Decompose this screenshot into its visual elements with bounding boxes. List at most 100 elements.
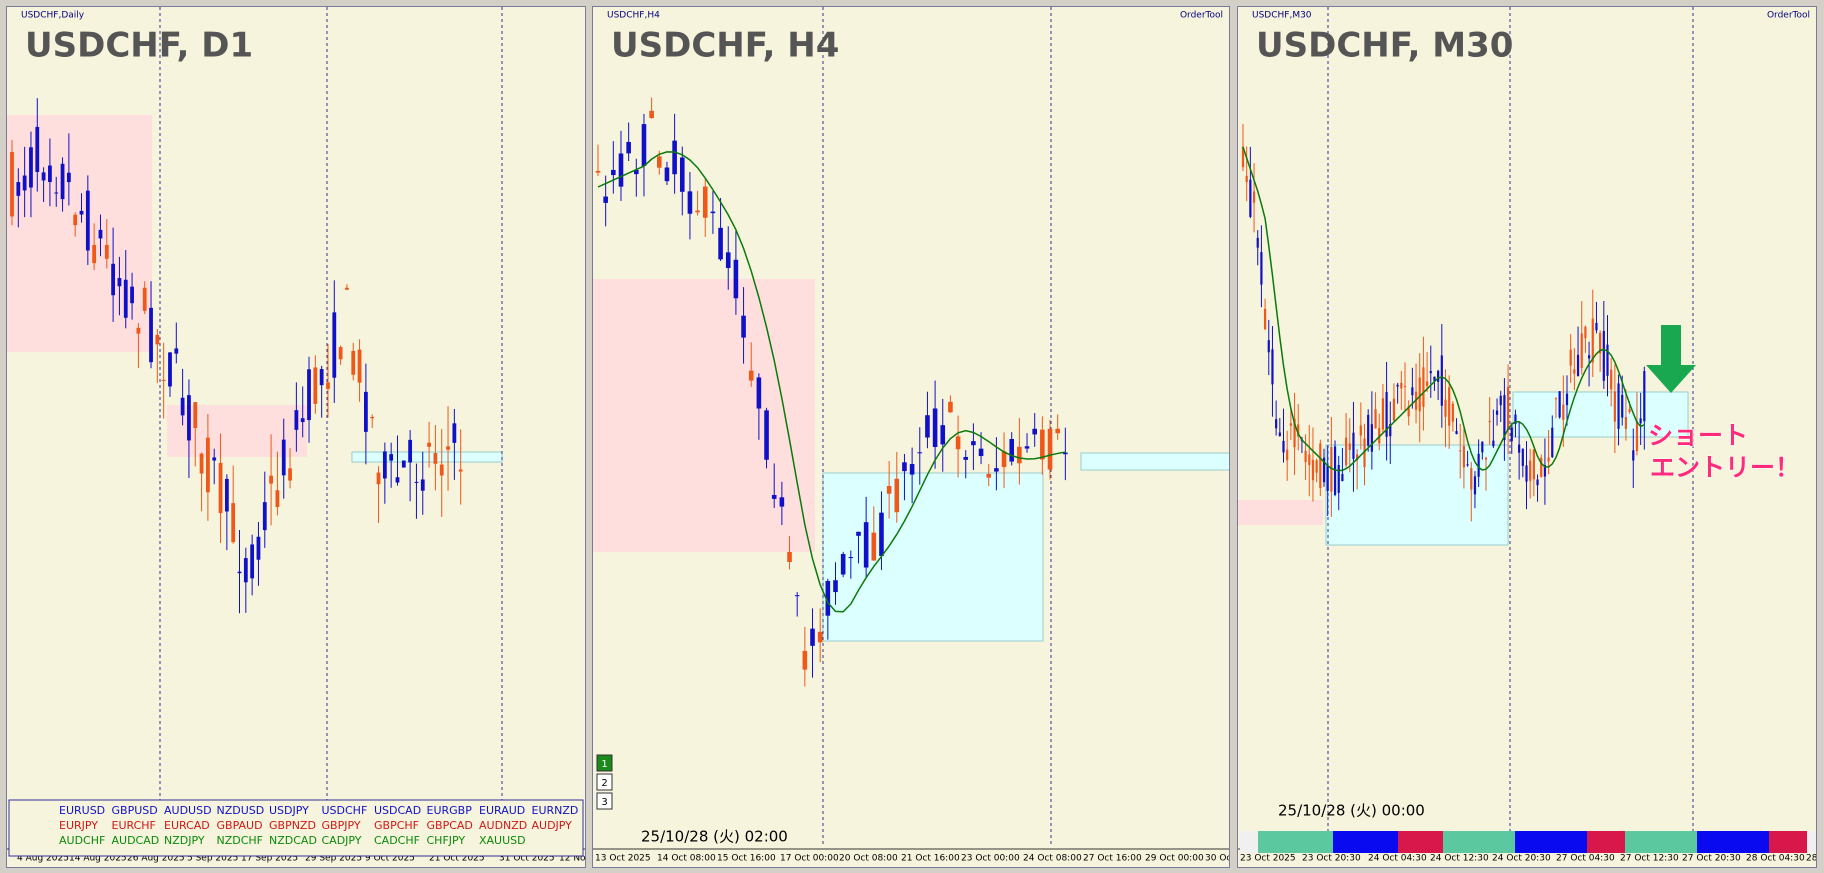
session-bar: [1258, 831, 1333, 853]
candle-body: [618, 153, 624, 187]
candle-body: [955, 436, 961, 450]
symbol-button[interactable]: NZDCAD: [269, 834, 317, 847]
symbol-button[interactable]: GBPCAD: [427, 819, 473, 832]
symbol-button[interactable]: CADCHF: [374, 834, 420, 847]
candle-body: [85, 190, 90, 251]
symbol-button[interactable]: NZDUSD: [217, 804, 265, 817]
symbol-button[interactable]: EURNZD: [532, 804, 579, 817]
candle-body: [1407, 406, 1410, 417]
timeframe-button[interactable]: [596, 773, 613, 791]
symbol-button[interactable]: NZDCHF: [217, 834, 264, 847]
candle-body: [1488, 420, 1491, 423]
candle-body: [29, 147, 33, 188]
symbol-button[interactable]: GBPJPY: [322, 819, 361, 832]
symbol-button[interactable]: CADJPY: [322, 834, 362, 847]
candle-body: [649, 110, 654, 118]
candle-body: [641, 124, 647, 166]
x-axis-label: 4 Aug 2025: [17, 854, 69, 864]
candle-body: [382, 451, 387, 479]
candle-body: [1275, 419, 1278, 429]
symbol-button[interactable]: CHFJPY: [427, 834, 466, 847]
symbol-button[interactable]: NZDJPY: [164, 834, 205, 847]
symbol-button[interactable]: AUDCHF: [59, 834, 105, 847]
symbol-button[interactable]: AUDJPY: [532, 819, 573, 832]
candle-body: [452, 423, 457, 443]
timeframe-button-label[interactable]: 3: [601, 797, 607, 808]
candle-body: [1514, 414, 1517, 424]
candle-body: [1370, 424, 1373, 452]
chart-symbol-title: USDCHF, H4: [611, 26, 839, 66]
candle-body: [1518, 444, 1521, 453]
timeframe-button[interactable]: [596, 754, 613, 772]
symbol-button[interactable]: GBPCHF: [374, 819, 419, 832]
candle-body: [1418, 377, 1421, 412]
candle-body: [363, 391, 368, 432]
candle-body: [73, 214, 78, 226]
symbol-button[interactable]: USDCHF: [322, 804, 368, 817]
symbol-button[interactable]: USDCAD: [374, 804, 421, 817]
candle-body: [1411, 387, 1414, 396]
candle-body: [243, 558, 248, 583]
moving-average: [597, 151, 1066, 613]
symbol-button[interactable]: USDJPY: [269, 804, 309, 817]
chart-symbol-title: USDCHF, D1: [25, 26, 253, 66]
candle-body: [1536, 479, 1539, 486]
symbol-button[interactable]: EURAUD: [479, 804, 525, 817]
x-axis-label: 17 Sep 2025: [241, 854, 298, 864]
symbol-button[interactable]: AUDUSD: [164, 804, 212, 817]
symbol-button[interactable]: GBPNZD: [269, 819, 316, 832]
candle-body: [1492, 440, 1495, 447]
x-axis-label: 14 Oct 08:00: [657, 854, 716, 864]
x-axis-label: 30 Oct: [1205, 854, 1230, 864]
candle-body: [994, 468, 999, 472]
symbol-button[interactable]: GBPAUD: [217, 819, 263, 832]
symbol-button[interactable]: EURJPY: [59, 819, 98, 832]
candle-body: [376, 472, 381, 485]
candle-body: [634, 169, 639, 175]
x-axis-label: 26 Aug 2025: [127, 854, 185, 864]
candle-body: [1297, 424, 1300, 437]
zone-box: [822, 472, 1044, 642]
candle-body: [940, 425, 946, 445]
moving-average: [1242, 146, 1645, 472]
x-axis-label: 17 Oct 00:00: [780, 854, 839, 864]
symbol-button[interactable]: EURCHF: [112, 819, 156, 832]
entry-arrow: [1646, 325, 1696, 393]
order-tool-label[interactable]: OrderTool: [1767, 11, 1810, 21]
symbol-button[interactable]: EURCAD: [164, 819, 210, 832]
symbol-button[interactable]: GBPUSD: [112, 804, 158, 817]
candle-body: [250, 544, 255, 579]
zone-box: [1512, 391, 1689, 438]
timeframe-button-label[interactable]: 2: [601, 778, 607, 789]
candle-body: [1055, 428, 1060, 434]
symbol-button[interactable]: XAUUSD: [479, 834, 526, 847]
candle-body: [932, 408, 938, 448]
timeframe-button-label[interactable]: 1: [601, 759, 607, 770]
candle-body: [117, 278, 122, 287]
order-tool-label[interactable]: OrderTool: [1180, 11, 1223, 21]
candle-body: [1289, 423, 1292, 426]
candle-body: [1385, 392, 1388, 437]
candle-body: [193, 402, 198, 429]
session-bar: [1515, 831, 1587, 853]
candle-body: [79, 210, 84, 215]
candle-body: [1032, 428, 1037, 435]
timeframe-button[interactable]: [596, 792, 613, 810]
candle-body: [275, 490, 280, 508]
symbol-button[interactable]: EURGBP: [427, 804, 473, 817]
candle-body: [1359, 425, 1362, 436]
candle-body: [269, 475, 273, 484]
candle-body: [1610, 369, 1613, 390]
zone-box: [593, 279, 815, 552]
symbol-button[interactable]: EURUSD: [59, 804, 105, 817]
candle-body: [168, 352, 172, 387]
candle-body: [1503, 395, 1506, 441]
symbol-button[interactable]: AUDCAD: [112, 834, 160, 847]
x-axis-label: 27 Oct 04:30: [1556, 854, 1615, 864]
session-bar: [1398, 831, 1443, 853]
candle-body: [1521, 448, 1524, 466]
chart-canvas: USDCHF,H4 OrderTool USDCHF, H4 13 Oct 2025 1…: [593, 7, 1230, 864]
chart-window: USDCHF,H4 OrderTool USDCHF, H4 13 Oct 2025 1…: [592, 6, 1230, 868]
symbol-button[interactable]: AUDNZD: [479, 819, 527, 832]
candle-body: [92, 244, 97, 264]
